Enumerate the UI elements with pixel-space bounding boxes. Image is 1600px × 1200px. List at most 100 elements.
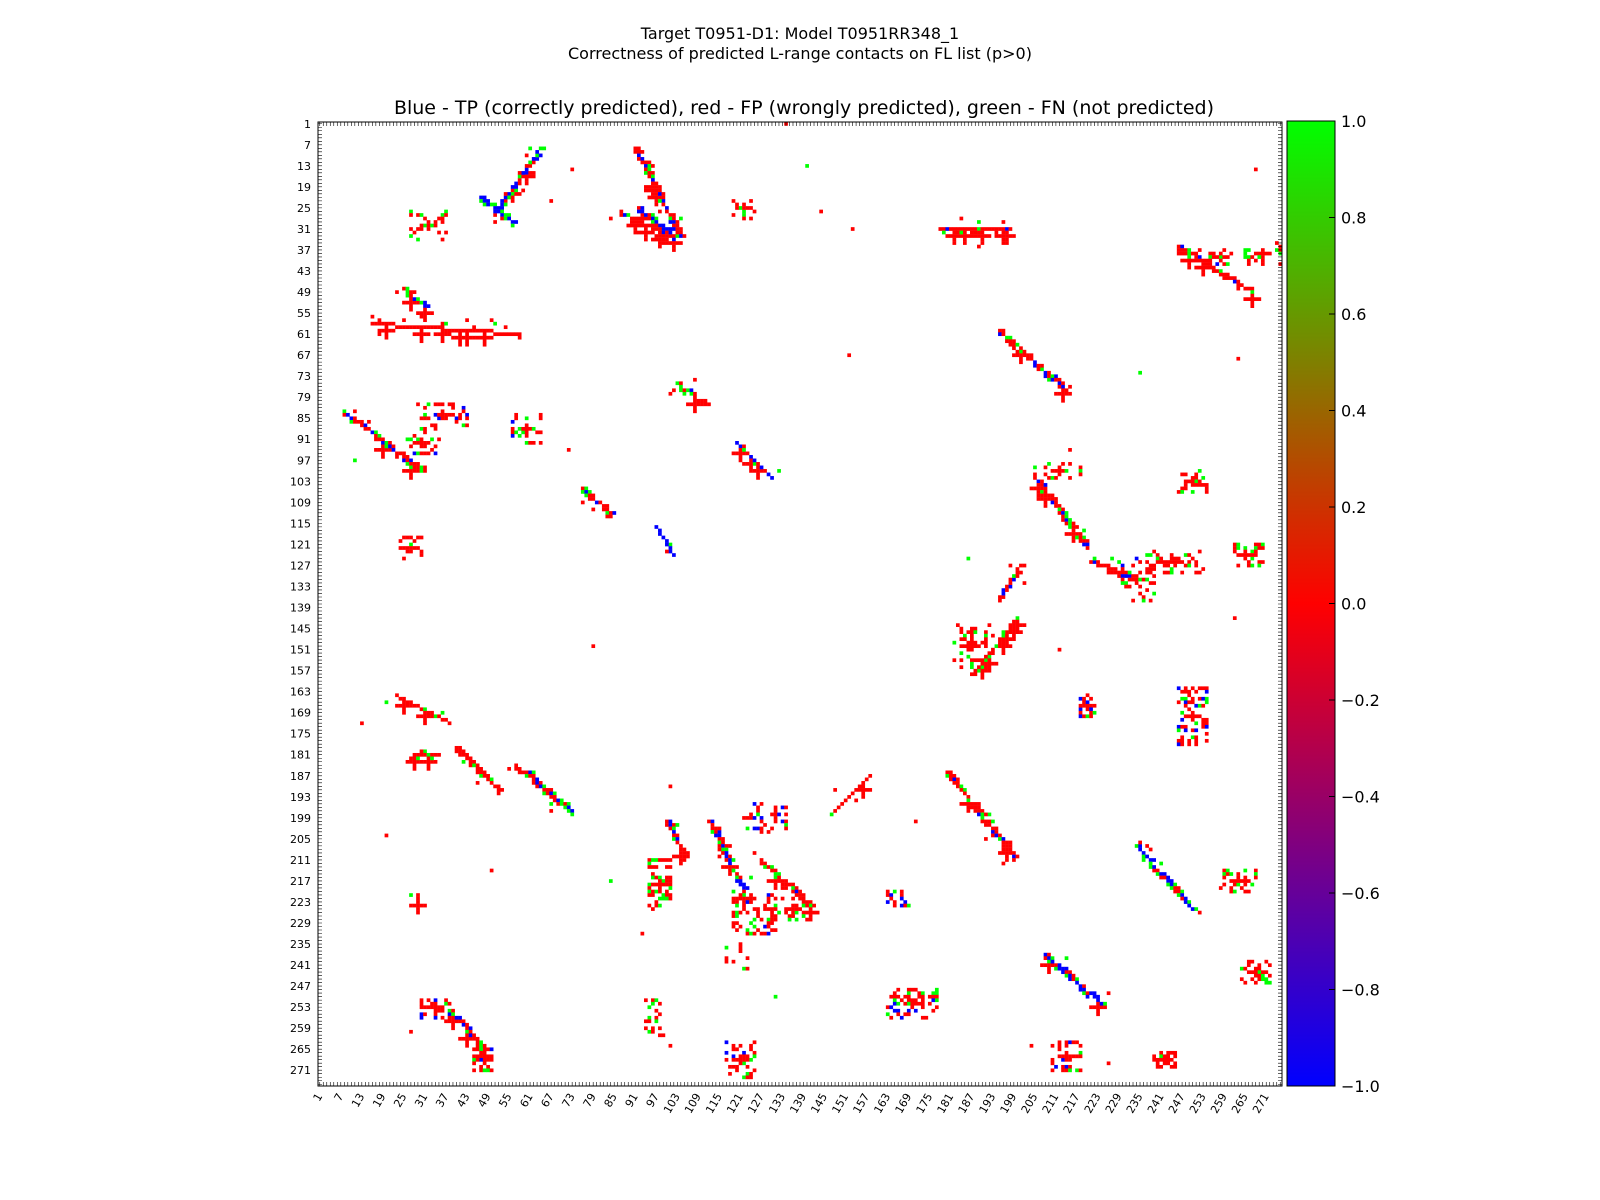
contact-cell <box>1180 244 1185 249</box>
contact-cell <box>1176 248 1181 252</box>
contact-cell <box>468 328 473 333</box>
contact-cell <box>1169 556 1174 561</box>
contact-cell <box>475 763 480 768</box>
contact-cell <box>998 234 1002 238</box>
contact-cell <box>451 1012 455 1017</box>
contact-cell <box>395 325 399 330</box>
contact-cell <box>349 419 354 424</box>
contact-cell <box>538 146 543 151</box>
contact-cell <box>1001 651 1006 656</box>
contact-cell <box>1001 241 1006 245</box>
contact-cell <box>1152 865 1157 869</box>
contact-cell <box>735 202 739 207</box>
x-tick-label: 73 <box>559 1091 577 1110</box>
contact-cell <box>668 549 673 554</box>
contact-cell <box>815 910 820 915</box>
contact-cell <box>384 325 389 330</box>
contact-cell <box>980 661 985 666</box>
contact-cell <box>1204 724 1209 729</box>
contact-cell <box>735 441 739 445</box>
contact-cell <box>682 854 687 859</box>
contact-cell <box>412 703 417 708</box>
contact-cell <box>808 900 813 904</box>
contact-cell <box>1152 574 1157 578</box>
contact-cell <box>433 1005 438 1010</box>
contact-cell <box>566 805 571 810</box>
contact-cell <box>1183 700 1188 705</box>
contact-cell <box>1106 1061 1111 1066</box>
contact-cell <box>745 931 750 936</box>
contact-cell <box>973 644 978 649</box>
contact-cell <box>987 812 992 817</box>
contact-cell <box>689 391 694 396</box>
y-tick-label: 235 <box>290 938 311 951</box>
contact-cell <box>1036 486 1041 491</box>
x-tick-label: 49 <box>475 1091 493 1110</box>
contact-cell <box>640 223 645 228</box>
contact-cell <box>1243 251 1248 256</box>
contact-cell <box>1061 970 1065 975</box>
contact-cell <box>1253 553 1258 557</box>
contact-cell <box>1204 700 1209 705</box>
contact-cell <box>791 889 795 894</box>
contact-cell <box>910 987 915 992</box>
contact-cell <box>419 549 424 554</box>
contact-cell <box>1001 332 1006 337</box>
contact-cell <box>440 220 445 224</box>
contact-cell <box>1232 546 1237 550</box>
contact-cell <box>899 1015 904 1020</box>
contact-cell <box>619 213 624 217</box>
contact-cell <box>906 1001 911 1006</box>
contact-cell <box>738 945 743 950</box>
contact-cell <box>409 472 413 477</box>
contact-cell <box>489 318 494 323</box>
y-tick-label: 133 <box>290 581 311 594</box>
contact-cell <box>959 651 964 656</box>
contact-cell <box>1264 959 1269 964</box>
contact-cell <box>770 910 774 915</box>
contact-cell <box>1257 970 1262 975</box>
contact-cell <box>661 227 666 231</box>
contact-cell <box>1225 262 1230 266</box>
contact-cell <box>1131 563 1135 568</box>
contact-cell <box>700 398 704 403</box>
contact-cell <box>1040 483 1044 487</box>
contact-cell <box>1012 346 1016 351</box>
contact-cell <box>1162 560 1167 564</box>
contact-cell <box>454 416 459 421</box>
contact-cell <box>437 1005 441 1010</box>
contact-cell <box>629 216 634 221</box>
contact-cell <box>647 889 652 894</box>
contact-cell <box>1236 356 1241 361</box>
contact-cell <box>426 304 431 308</box>
contact-cell <box>1260 262 1265 266</box>
contact-cell <box>994 234 999 238</box>
contact-cell <box>1040 367 1044 372</box>
contact-cell <box>682 234 687 238</box>
contact-cell <box>377 318 382 323</box>
contact-cell <box>1068 977 1072 982</box>
contact-cell <box>1211 265 1216 270</box>
contact-cell <box>991 647 995 652</box>
contact-cell <box>1089 714 1093 719</box>
contact-cell <box>773 914 778 918</box>
contact-cell <box>1197 248 1202 252</box>
contact-cell <box>472 1068 476 1073</box>
contact-cell <box>1176 728 1181 733</box>
contact-cell <box>731 1054 736 1059</box>
contact-cell <box>1071 521 1076 526</box>
contact-cell <box>1166 882 1171 887</box>
contact-cell <box>1057 465 1062 470</box>
contact-cell <box>742 216 746 221</box>
contact-cell <box>756 826 760 831</box>
contact-cell <box>1061 395 1065 400</box>
contact-cell <box>1155 868 1160 873</box>
contact-cell <box>1012 619 1016 624</box>
contact-cell <box>1005 335 1009 340</box>
contact-cell <box>766 921 771 925</box>
contact-cell <box>651 227 655 231</box>
contact-cell <box>1169 882 1174 887</box>
contact-cell <box>479 767 483 771</box>
contact-cell <box>889 1005 894 1010</box>
contact-cell <box>651 188 655 193</box>
